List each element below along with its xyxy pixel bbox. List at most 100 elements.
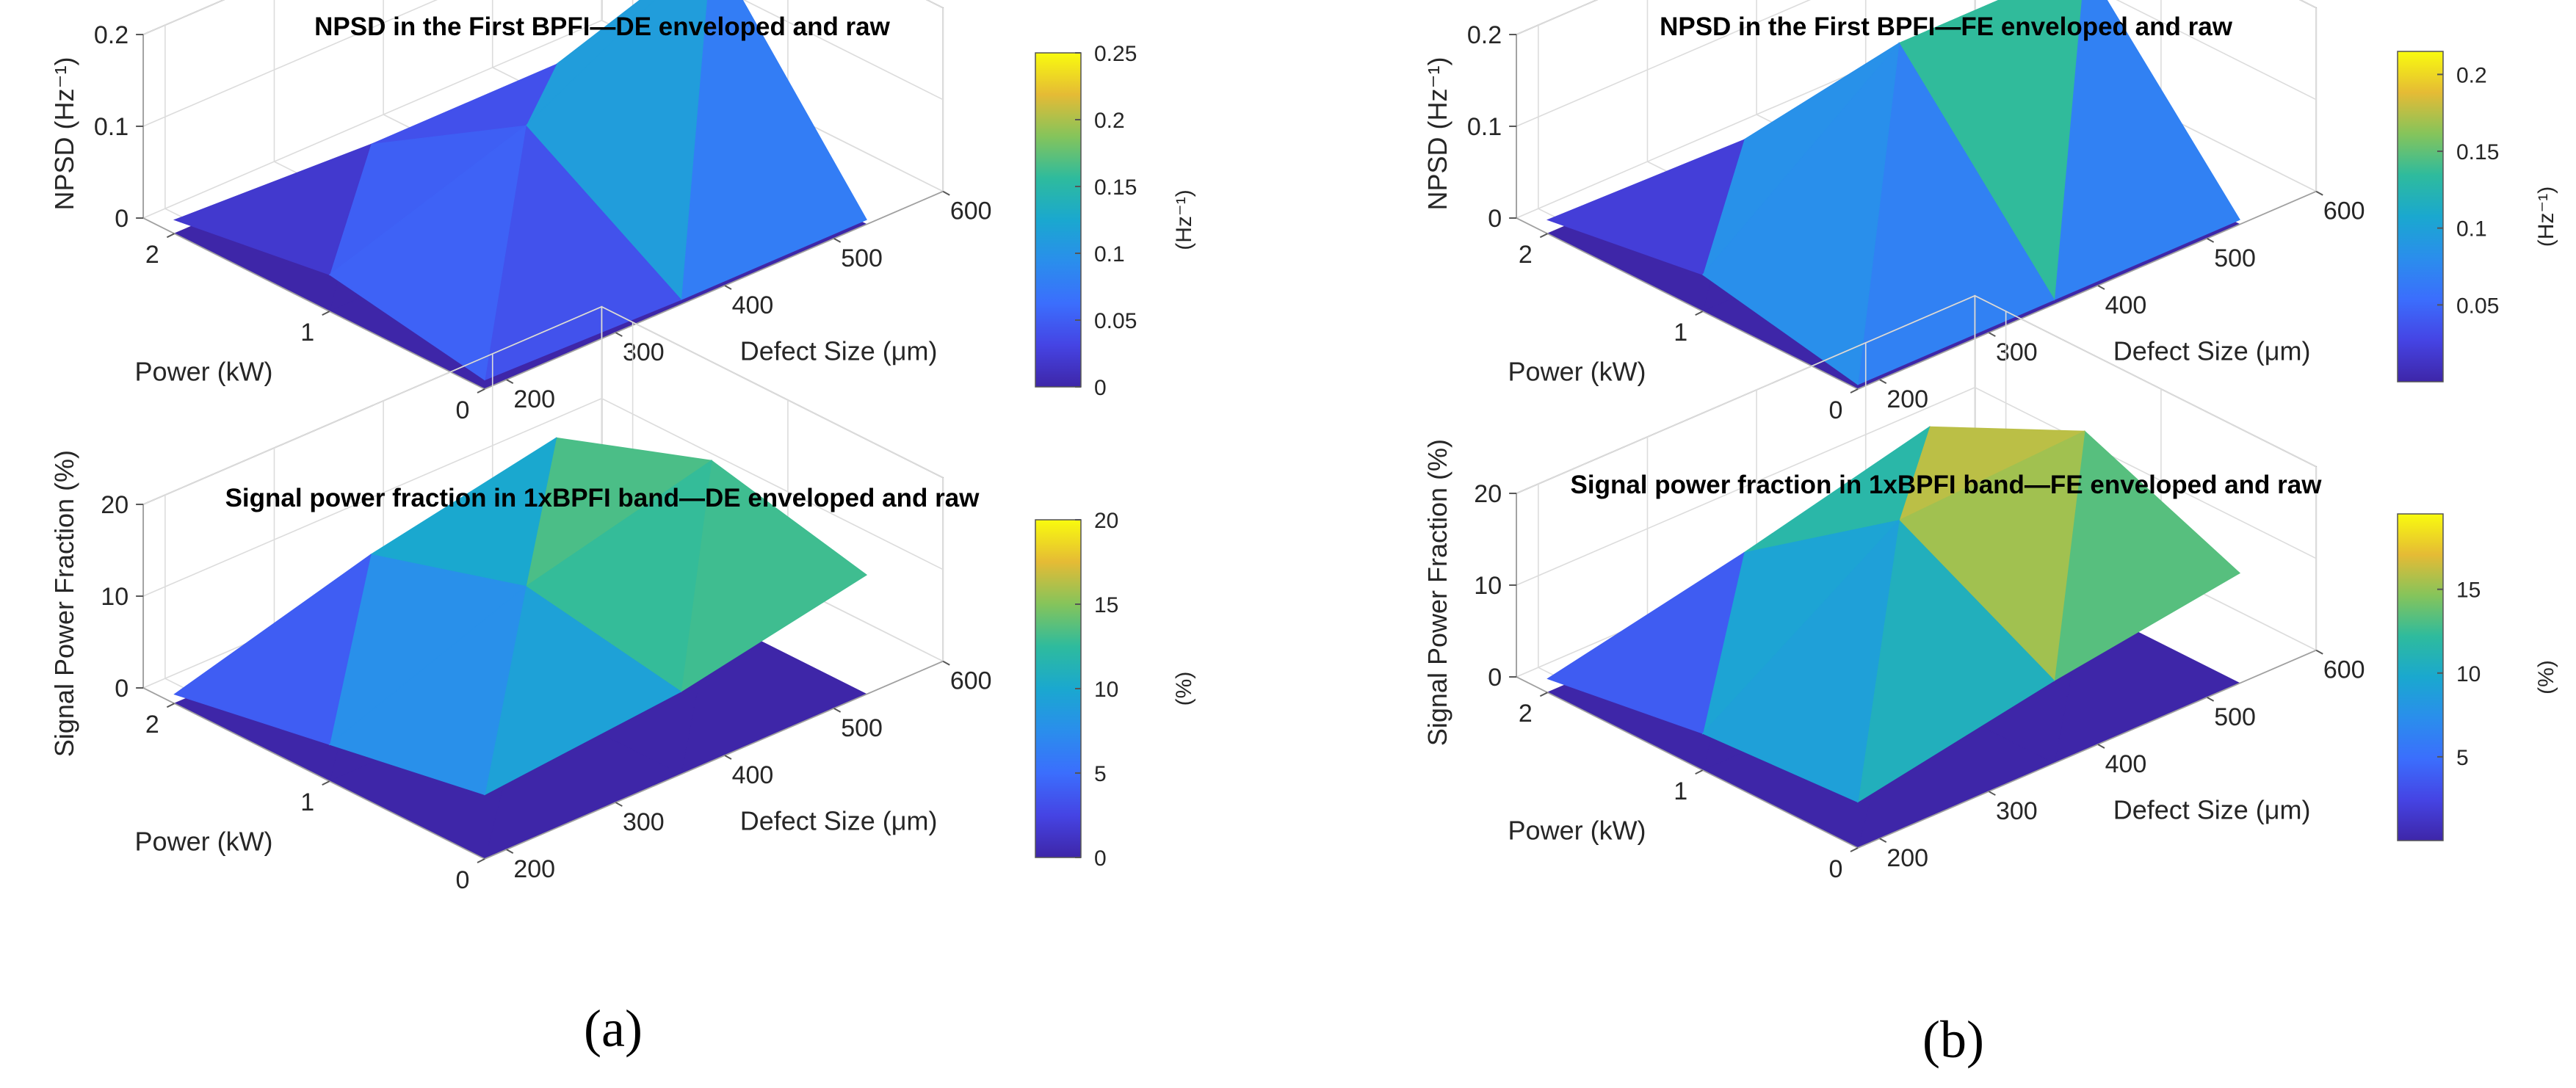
x-tick-label: 300: [623, 808, 665, 836]
x-tick-mark: [1988, 791, 1996, 796]
y-tick-label-mark: [477, 388, 485, 394]
y-axis-label: Power (kW): [135, 827, 273, 857]
enveloped-surface-patch: [680, 0, 867, 301]
x-tick-label: 300: [1996, 338, 2038, 366]
x-tick-mark: [2097, 744, 2105, 749]
enveloped-surface-patch: [328, 585, 527, 796]
y-axis-line: [1516, 217, 1859, 390]
x-tick-mark: [506, 849, 514, 855]
z-tick-label: 0: [115, 205, 129, 233]
z-tick-label: 20: [101, 491, 129, 519]
x-tick-label: 400: [732, 291, 774, 319]
colorbar: [2397, 51, 2444, 382]
y-axis-line: [142, 687, 485, 860]
x-tick-label: 600: [2323, 197, 2365, 225]
y-tick-label: 1: [300, 319, 314, 347]
colorbar-label: (%): [1172, 672, 1196, 706]
y-tick-label-mark: [166, 233, 175, 239]
y-tick-label-mark: [1850, 388, 1859, 394]
x-tick-label: 200: [1886, 385, 1928, 413]
colorbar-tick-label: 0.1: [1094, 242, 1125, 266]
chart-title: Signal power fraction in 1xBPFI band—FE …: [1571, 471, 2323, 499]
x-tick-mark: [1879, 379, 1887, 385]
z-axis-label: Signal Power Fraction (%): [49, 450, 79, 757]
x-tick-mark: [942, 660, 950, 666]
x-tick-mark: [2315, 649, 2323, 655]
colorbar-label: (%): [2534, 660, 2558, 694]
colorbar-label: (Hz⁻¹): [1172, 189, 1196, 250]
y-tick-label-mark: [166, 703, 175, 708]
z-tick-label: 0: [1488, 205, 1502, 233]
z-tick-label: 0.1: [94, 113, 129, 141]
y-tick-label-mark: [1539, 692, 1548, 697]
colorbar-tick-label: 0.25: [1094, 42, 1137, 66]
x-axis-label: Defect Size (μm): [740, 805, 938, 835]
x-tick-mark: [833, 707, 842, 713]
x-tick-mark: [942, 190, 950, 196]
x-tick-label: 500: [2214, 703, 2256, 731]
colorbar-tick-label: 15: [2456, 579, 2481, 603]
colorbar-tick-label: 0.1: [2456, 217, 2487, 242]
enveloped-surface-patch: [1546, 139, 1745, 275]
y-tick-label: 2: [145, 711, 159, 739]
z-gridline: [142, 0, 944, 127]
x-tick-mark: [724, 285, 732, 290]
x-tick-label: 600: [2323, 656, 2365, 684]
x-tick-mark: [833, 237, 842, 243]
y-tick-label: 0: [456, 866, 470, 894]
z-axis-label: Signal Power Fraction (%): [1422, 439, 1452, 746]
chart-title: NPSD in the First BPFI—FE enveloped and …: [1660, 12, 2233, 41]
colorbar-tick-label: 5: [1094, 762, 1107, 786]
enveloped-surface-patch: [173, 554, 372, 745]
x-tick-label: 400: [2105, 291, 2147, 319]
x-tick-label: 200: [513, 855, 555, 883]
colorbar-tick-label: 5: [2456, 746, 2469, 770]
y-tick-label: 0: [1829, 855, 1843, 883]
y-tick-label: 2: [1519, 241, 1533, 269]
x-axis-line: [484, 660, 944, 860]
enveloped-surface-patch: [1701, 519, 1900, 803]
colorbar-tick-label: 10: [2456, 662, 2481, 686]
y-tick-label-mark: [1695, 311, 1704, 316]
colorbar-tick-label: 10: [1094, 678, 1118, 702]
x-axis-label: Defect Size (μm): [2113, 336, 2311, 366]
x-tick-label: 300: [623, 338, 665, 366]
y-tick-label: 1: [1674, 319, 1687, 347]
x-tick-mark: [506, 379, 514, 385]
x-tick-mark: [1988, 332, 1996, 337]
x-tick-label: 200: [1886, 844, 1928, 872]
colorbar-tick-label: 0.15: [1094, 175, 1137, 200]
x-tick-mark: [724, 755, 732, 760]
panel-label-a: (a): [584, 999, 643, 1058]
colorbar-tick-label: 0: [1094, 846, 1107, 871]
x-tick-label: 500: [2214, 244, 2256, 272]
enveloped-surface-patch: [173, 143, 372, 275]
x-axis-line: [484, 190, 944, 390]
colorbar-tick-label: 0.05: [1094, 309, 1137, 333]
x-tick-mark: [2315, 190, 2323, 196]
z-tick-label: 10: [101, 583, 129, 611]
y-tick-label: 1: [1674, 777, 1687, 805]
colorbar-tick-label: 20: [1094, 509, 1118, 533]
z-tick-label: 0.2: [1467, 21, 1502, 49]
x-tick-mark: [2097, 285, 2105, 290]
chart-title: Signal power fraction in 1xBPFI band—DE …: [225, 484, 980, 512]
x-tick-label: 600: [950, 197, 992, 225]
y-tick-label-mark: [1695, 769, 1704, 775]
colorbar-tick-label: 0.05: [2456, 294, 2499, 318]
y-tick-label: 1: [300, 788, 314, 816]
y-axis-label: Power (kW): [1508, 816, 1646, 846]
y-axis-label: Power (kW): [1508, 357, 1646, 387]
x-tick-label: 600: [950, 667, 992, 695]
x-tick-label: 300: [1996, 797, 2038, 825]
colorbar-tick-label: 15: [1094, 593, 1118, 617]
y-tick-label: 0: [456, 396, 470, 424]
enveloped-surface-patch: [2053, 0, 2240, 301]
x-axis-line: [1857, 649, 2317, 849]
